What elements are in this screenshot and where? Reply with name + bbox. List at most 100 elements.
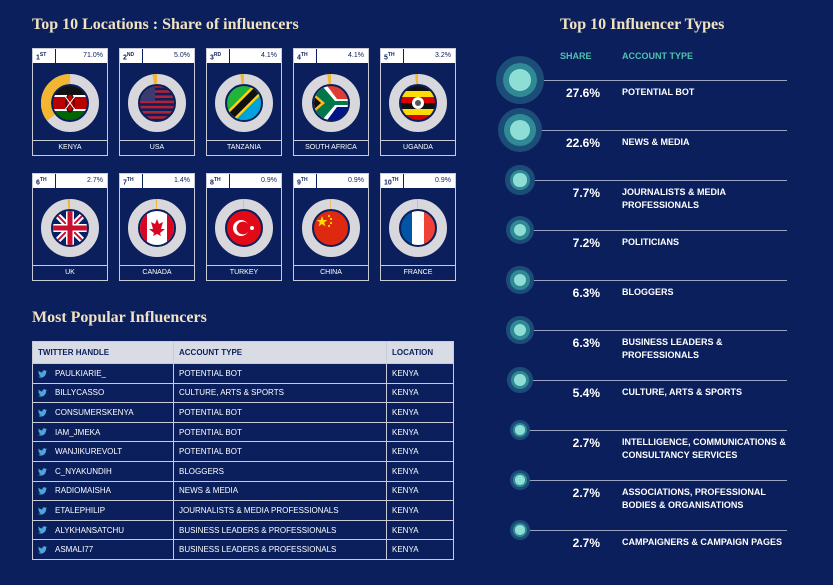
- row-divider: [520, 280, 787, 281]
- handle-cell[interactable]: IAM_JMEKA: [32, 421, 174, 443]
- influencer-type-row: 22.6% NEWS & MEDIA: [497, 107, 833, 182]
- type-share-value: 6.3%: [572, 336, 600, 350]
- type-account-label: ASSOCIATIONS, PROFESSIONAL BODIES & ORGA…: [622, 487, 766, 510]
- location-share-label: 5.0%: [174, 52, 190, 59]
- handle-cell[interactable]: ASMALI77: [32, 539, 174, 560]
- account-type-cell: POTENTIAL BOT: [173, 441, 387, 462]
- location-rank: 3RD: [210, 52, 221, 61]
- location-rank-suffix: TH: [126, 177, 134, 183]
- twitter-bird-icon: [38, 487, 47, 495]
- account-type-column-header: ACCOUNT TYPE: [622, 51, 694, 61]
- handle-cell[interactable]: RADIOMAISHA: [32, 480, 174, 502]
- donut-track: [302, 199, 360, 257]
- twitter-bird-icon: [38, 409, 47, 417]
- twitter-handle[interactable]: ETALEPHILIP: [55, 505, 106, 515]
- donut-track: [215, 199, 273, 257]
- location-rank-number: 10: [384, 179, 392, 187]
- location-rank: 5TH: [384, 52, 395, 61]
- handle-cell[interactable]: ETALEPHILIP: [32, 500, 174, 521]
- location-share-label: 2.7%: [87, 177, 103, 184]
- twitter-bird-icon: [38, 369, 47, 378]
- handle-cell[interactable]: WANJIKUREVOLT: [32, 441, 174, 462]
- twitter-handle[interactable]: ASMALI77: [55, 545, 94, 555]
- location-share-label: 0.9%: [348, 177, 364, 184]
- china-flag-icon: [314, 211, 348, 245]
- location-header-divider: [403, 174, 404, 188]
- turkey-flag-icon: [227, 211, 261, 245]
- twitter-handle[interactable]: WANJIKUREVOLT: [55, 447, 123, 457]
- row-divider: [520, 530, 787, 531]
- donut-share-arc: [41, 199, 99, 257]
- influencer-type-row: 2.7% ASSOCIATIONS, PROFESSIONAL BODIES & …: [500, 469, 833, 532]
- influencer-type-row: 6.3% BLOGGERS: [500, 266, 833, 332]
- share-bubble: [515, 475, 525, 485]
- twitter-handle[interactable]: BILLYCASSO: [55, 388, 105, 398]
- handle-cell[interactable]: BILLYCASSO: [32, 382, 174, 404]
- twitter-bird-icon: [38, 507, 47, 515]
- row-divider: [520, 330, 787, 331]
- location-name: UGANDA: [381, 140, 455, 155]
- location-name: UK: [33, 265, 107, 280]
- location-header-divider: [229, 174, 230, 188]
- twitter-handle[interactable]: PAULKIARIE_: [55, 368, 106, 378]
- location-donut: [215, 199, 273, 257]
- location-header-divider: [142, 174, 143, 188]
- twitter-handle[interactable]: IAM_JMEKA: [55, 427, 101, 437]
- locations-title: Top 10 Locations : Share of influencers: [32, 16, 299, 33]
- twitter-handle[interactable]: ALYKHANSATCHU: [55, 525, 125, 535]
- type-share-value: 2.7%: [572, 436, 600, 450]
- type-account-label: BLOGGERS: [622, 287, 674, 297]
- location-card-header: 3RD 4.1%: [207, 49, 281, 63]
- influencer-type-row: 7.2% POLITICIANS: [500, 215, 833, 282]
- row-divider: [520, 230, 787, 231]
- location-card: 3RD 4.1% TANZANIA: [206, 48, 282, 156]
- location-rank: 6TH: [36, 177, 47, 186]
- location-rank-number: 1: [36, 54, 40, 62]
- location-rank-number: 4: [297, 54, 301, 62]
- donut-track: [128, 74, 186, 132]
- handle-cell[interactable]: ALYKHANSATCHU: [32, 519, 174, 541]
- table-row: RADIOMAISHA NEWS & MEDIA KENYA: [32, 480, 454, 502]
- type-account-label: POTENTIAL BOT: [622, 87, 695, 97]
- table-header-row: TWITTER HANDLE ACCOUNT TYPE LOCATION: [32, 341, 454, 364]
- location-rank-number: 8: [210, 179, 214, 187]
- location-rank: 1ST: [36, 52, 46, 61]
- location-name: KENYA: [33, 140, 107, 155]
- type-account-label: BUSINESS LEADERS & PROFESSIONALS: [622, 337, 723, 360]
- handle-cell[interactable]: C_NYAKUNDIH: [32, 460, 174, 482]
- donut-share-arc: [128, 74, 186, 132]
- row-divider: [520, 380, 787, 381]
- twitter-handle[interactable]: RADIOMAISHA: [55, 486, 112, 496]
- location-rank: 8TH: [210, 177, 221, 186]
- location-rank: 10TH: [384, 177, 398, 186]
- location-name: TANZANIA: [207, 140, 281, 155]
- location-rank-suffix: RD: [213, 52, 222, 58]
- handle-cell[interactable]: PAULKIARIE_: [32, 363, 174, 384]
- popular-influencers-title: Most Popular Influencers: [32, 309, 207, 326]
- donut-track: [389, 74, 447, 132]
- type-share-value: 2.7%: [572, 536, 600, 550]
- twitter-handle[interactable]: CONSUMERSKENYA: [55, 407, 134, 417]
- influencer-type-row: 27.6% POTENTIAL BOT: [496, 56, 833, 132]
- row-divider: [520, 130, 787, 131]
- row-divider: [520, 80, 787, 81]
- location-name: TURKEY: [207, 265, 281, 280]
- row-divider: [520, 430, 787, 431]
- table-row: PAULKIARIE_ POTENTIAL BOT KENYA: [32, 363, 454, 384]
- twitter-handle[interactable]: C_NYAKUNDIH: [55, 466, 112, 476]
- table-row: ALYKHANSATCHU BUSINESS LEADERS & PROFESSI…: [32, 519, 454, 541]
- location-card: 5TH 3.2% UGANDA: [380, 48, 456, 156]
- share-bubble: [515, 425, 525, 435]
- influencer-types-panel: Top 10 Influencer Types SHARE ACCOUNT TY…: [496, 0, 833, 585]
- location-rank-number: 7: [123, 179, 127, 187]
- location-rank: 4TH: [297, 52, 308, 61]
- location-donut: [128, 199, 186, 257]
- location-cell: KENYA: [386, 480, 454, 502]
- location-card: 6TH 2.7% UK: [32, 173, 108, 281]
- location-header-divider: [55, 49, 56, 63]
- twitter-bird-icon: [38, 389, 47, 397]
- location-card: 1ST 71.0% KENYA: [32, 48, 108, 156]
- share-column-header: SHARE: [560, 51, 592, 61]
- handle-cell[interactable]: CONSUMERSKENYA: [32, 402, 174, 423]
- location-donut: [389, 199, 447, 257]
